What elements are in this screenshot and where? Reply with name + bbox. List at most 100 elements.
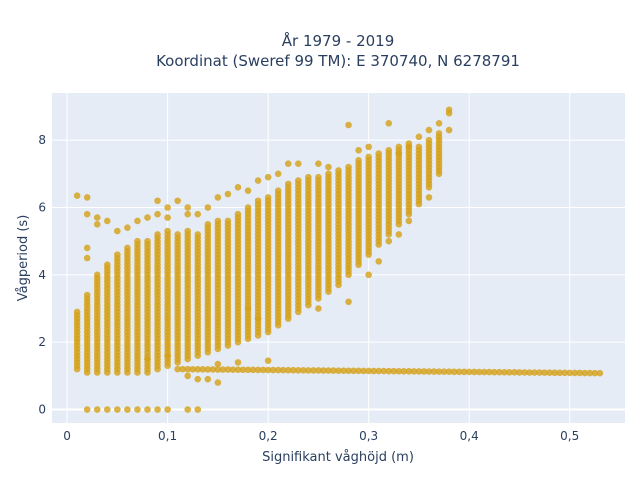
data-point bbox=[425, 126, 433, 134]
data-point bbox=[430, 368, 438, 375]
data-point bbox=[491, 368, 498, 376]
x-tick-label: 0,3 bbox=[359, 429, 378, 443]
data-point bbox=[425, 368, 433, 375]
data-point bbox=[184, 406, 192, 413]
data-point bbox=[214, 366, 222, 373]
data-point bbox=[496, 368, 503, 376]
x-tick-label: 0 bbox=[63, 429, 71, 443]
data-point bbox=[385, 120, 393, 127]
data-point bbox=[310, 367, 317, 374]
data-point bbox=[184, 227, 192, 235]
data-point bbox=[335, 367, 342, 374]
data-point bbox=[355, 146, 362, 154]
data-point bbox=[395, 143, 403, 151]
data-point bbox=[93, 214, 101, 221]
data-point bbox=[164, 352, 171, 359]
data-point bbox=[551, 369, 558, 377]
data-point bbox=[164, 406, 171, 413]
data-point bbox=[234, 366, 242, 374]
data-point bbox=[204, 204, 212, 211]
data-point bbox=[325, 163, 332, 171]
data-point bbox=[440, 368, 448, 375]
data-point bbox=[219, 366, 227, 373]
data-point bbox=[254, 366, 262, 374]
data-point bbox=[355, 367, 362, 375]
data-point bbox=[264, 194, 272, 201]
data-point bbox=[571, 369, 579, 377]
data-point bbox=[576, 369, 584, 377]
data-point bbox=[73, 308, 81, 316]
data-point bbox=[294, 366, 302, 374]
data-point bbox=[179, 365, 186, 373]
data-point bbox=[325, 170, 332, 178]
data-point bbox=[395, 231, 403, 238]
data-point bbox=[345, 367, 352, 375]
data-point bbox=[194, 231, 202, 238]
x-axis-title: Signifikant våghöjd (m) bbox=[262, 450, 414, 465]
data-point bbox=[274, 170, 282, 178]
data-point bbox=[114, 406, 121, 413]
data-point bbox=[209, 366, 217, 373]
data-point bbox=[184, 210, 192, 218]
data-point bbox=[164, 214, 171, 221]
data-point bbox=[380, 367, 388, 375]
data-point bbox=[154, 197, 161, 205]
y-tick-label: 0 bbox=[38, 403, 46, 417]
data-point bbox=[279, 366, 287, 374]
data-point bbox=[103, 406, 111, 413]
data-point bbox=[254, 197, 262, 205]
data-point bbox=[204, 221, 212, 228]
data-point bbox=[184, 365, 192, 373]
data-point bbox=[274, 187, 282, 194]
data-point bbox=[214, 217, 222, 225]
data-point bbox=[184, 372, 192, 380]
data-point bbox=[189, 365, 197, 373]
data-point bbox=[83, 210, 91, 218]
data-point bbox=[405, 217, 413, 225]
data-point bbox=[445, 109, 453, 117]
data-point bbox=[365, 153, 372, 161]
data-point bbox=[234, 359, 242, 366]
data-point bbox=[83, 406, 91, 413]
data-point bbox=[259, 366, 267, 374]
data-point bbox=[144, 406, 151, 413]
data-point bbox=[390, 367, 398, 375]
data-point bbox=[254, 177, 262, 184]
data-point bbox=[335, 167, 342, 174]
data-point bbox=[385, 367, 393, 375]
data-point bbox=[194, 375, 202, 383]
data-point bbox=[350, 367, 357, 375]
data-point bbox=[315, 305, 322, 312]
data-point bbox=[244, 187, 252, 194]
data-point bbox=[501, 368, 508, 376]
data-point bbox=[134, 217, 141, 225]
data-point bbox=[556, 369, 563, 377]
data-point bbox=[184, 204, 192, 211]
y-axis-title: Vågperiod (s) bbox=[16, 215, 31, 302]
y-tick-label: 8 bbox=[38, 133, 46, 147]
data-point bbox=[526, 369, 533, 376]
data-point bbox=[345, 121, 352, 129]
data-point bbox=[164, 204, 171, 211]
y-tick-label: 6 bbox=[38, 200, 46, 214]
x-tick-label: 0,2 bbox=[259, 429, 278, 443]
data-point bbox=[214, 194, 222, 201]
data-point bbox=[254, 315, 262, 322]
data-point bbox=[370, 367, 377, 375]
data-point bbox=[415, 368, 423, 375]
data-point bbox=[284, 180, 292, 188]
data-point bbox=[315, 367, 322, 374]
data-point bbox=[340, 367, 347, 375]
data-point bbox=[83, 194, 91, 201]
data-point bbox=[546, 369, 553, 376]
data-point bbox=[586, 369, 594, 377]
data-point bbox=[435, 120, 443, 127]
data-point bbox=[506, 369, 513, 376]
data-point bbox=[164, 227, 171, 235]
data-point bbox=[541, 369, 548, 376]
data-point bbox=[234, 183, 242, 191]
data-point bbox=[375, 150, 383, 157]
data-point bbox=[214, 379, 222, 386]
data-point bbox=[355, 157, 362, 164]
